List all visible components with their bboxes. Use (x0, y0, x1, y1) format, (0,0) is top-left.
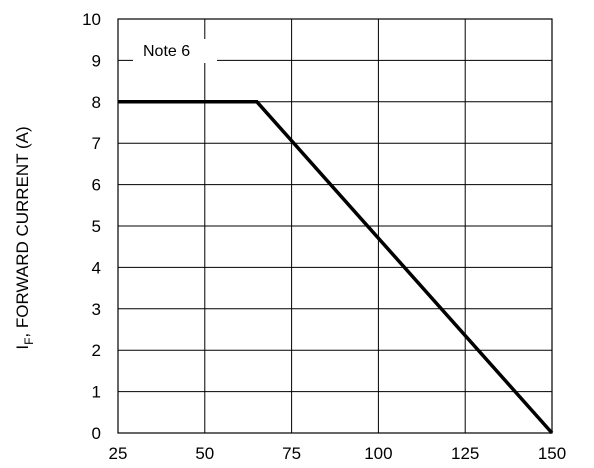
x-tick-label: 25 (109, 444, 128, 463)
annotation-note: Note 6 (143, 43, 190, 60)
grid (117, 18, 553, 434)
y-axis-label-rest: , FORWARD CURRENT (A) (13, 126, 32, 337)
x-tick-labels: 25 50 75 100 125 150 (109, 444, 567, 463)
y-tick-label: 10 (82, 10, 101, 29)
y-tick-label: 9 (92, 51, 101, 70)
y-tick-label: 2 (92, 341, 101, 360)
series-layer (118, 100, 554, 435)
series-line-0 (118, 100, 554, 435)
y-tick-label: 8 (92, 93, 101, 112)
y-tick-label: 5 (92, 217, 101, 236)
y-tick-label: 0 (92, 424, 101, 443)
y-tick-label: 6 (92, 176, 101, 195)
y-tick-labels: 0 1 2 3 4 5 6 7 8 9 10 (82, 10, 101, 443)
x-tick-label: 150 (538, 444, 566, 463)
y-tick-label: 4 (92, 258, 101, 277)
x-tick-label: 75 (282, 444, 301, 463)
x-tick-label: 50 (195, 444, 214, 463)
y-axis-label-main: I (13, 345, 32, 350)
y-axis-label: IF, FORWARD CURRENT (A) (13, 126, 36, 349)
annotation-note-background (133, 39, 217, 63)
x-tick-label: 100 (364, 444, 392, 463)
y-axis-label-subscript: F (22, 338, 36, 345)
y-tick-label: 7 (92, 134, 101, 153)
annotation-layer: Note 6 (133, 39, 217, 63)
y-tick-label: 3 (92, 300, 101, 319)
y-tick-label: 1 (92, 383, 101, 402)
plot-frame (117, 18, 553, 434)
x-tick-label: 125 (451, 444, 479, 463)
